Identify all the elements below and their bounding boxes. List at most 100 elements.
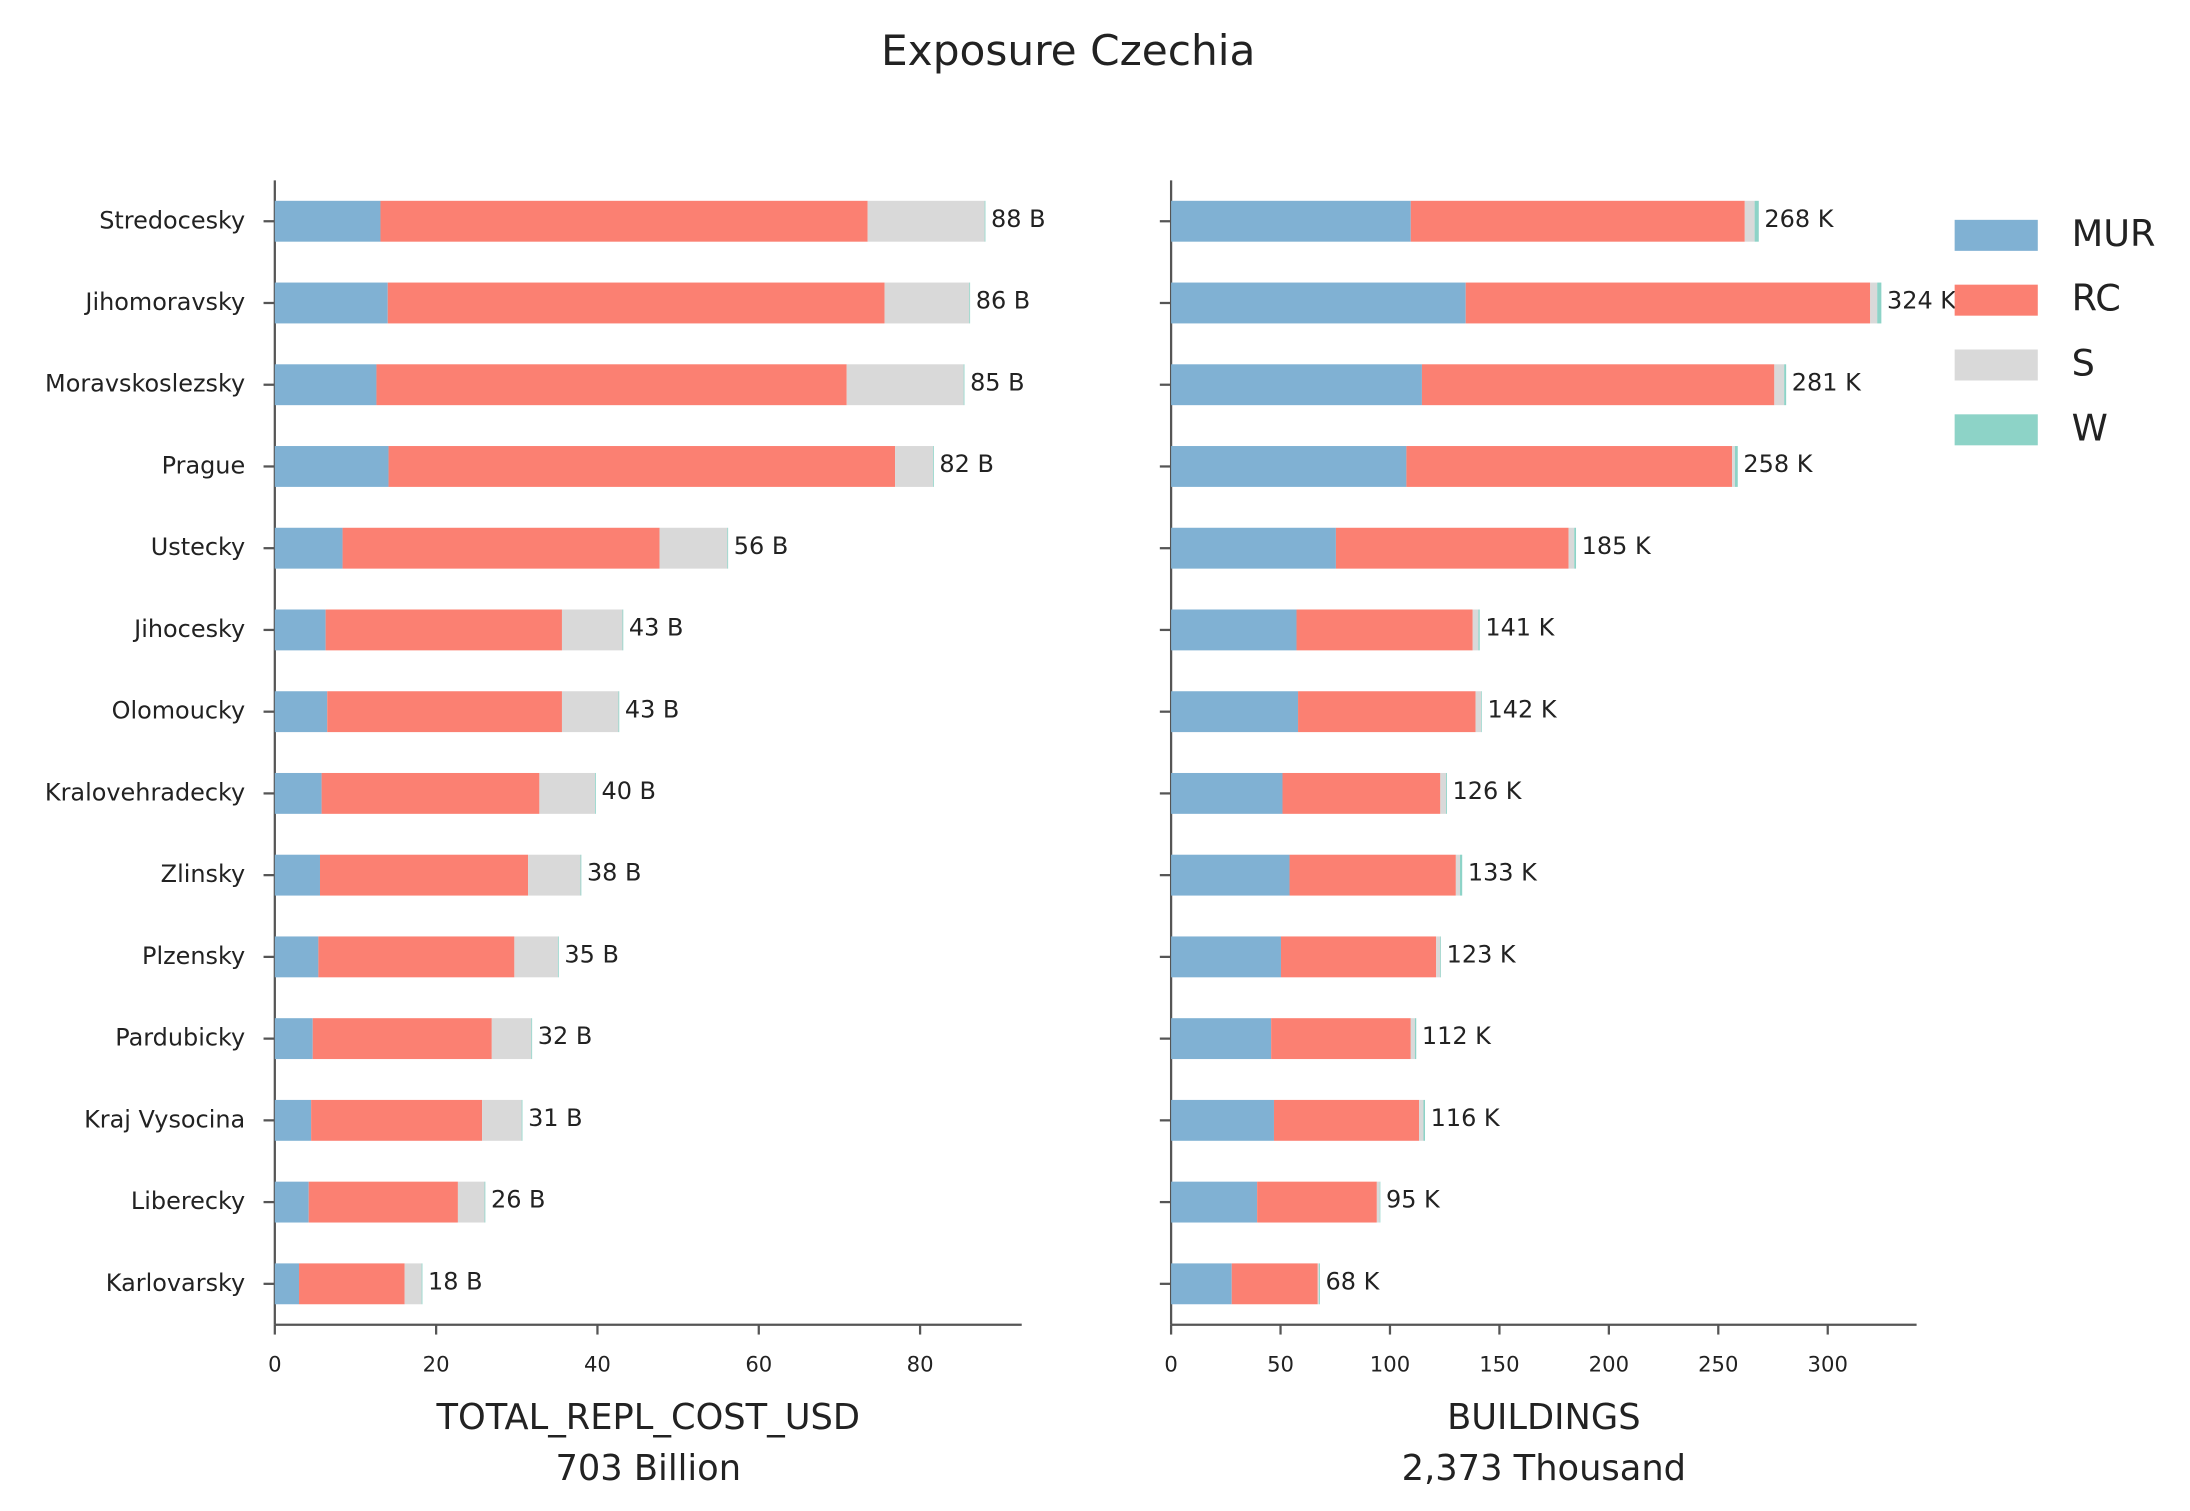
bar-segment <box>1171 609 1297 651</box>
bar-segment <box>561 691 619 733</box>
bar-segment <box>1298 691 1476 733</box>
bar-segment <box>1784 364 1787 406</box>
bar-segment <box>1171 1018 1272 1060</box>
value-label: 85 B <box>970 368 1025 396</box>
x-tick-label: 0 <box>1164 1352 1177 1377</box>
bar-segment <box>1317 1263 1320 1305</box>
bar-segment <box>867 200 985 242</box>
value-label: 185 K <box>1582 532 1652 560</box>
value-label: 142 K <box>1488 695 1558 723</box>
bar-segment <box>1440 936 1441 978</box>
value-label: 43 B <box>629 614 684 642</box>
bar-segment <box>1171 1099 1274 1141</box>
value-label: 86 B <box>976 287 1030 315</box>
bar-segment <box>387 282 885 324</box>
bar-segment <box>1732 446 1735 487</box>
bar-segment <box>1319 1263 1320 1305</box>
bar-segment <box>618 691 620 733</box>
bar-segment <box>484 1181 486 1223</box>
value-label: 95 K <box>1386 1186 1441 1214</box>
legend-swatch <box>1954 284 2038 316</box>
bar-segment <box>1171 1181 1258 1223</box>
bar-segment <box>1774 364 1785 406</box>
bar-segment <box>376 364 847 406</box>
bar-segment <box>274 527 343 569</box>
bar-segment <box>1877 282 1882 324</box>
bar-segment <box>1289 854 1456 896</box>
bar-segment <box>1376 1181 1380 1223</box>
value-label: 82 B <box>939 450 994 478</box>
bar-segment <box>274 1181 309 1223</box>
bar-segment <box>1754 200 1759 242</box>
bar-segment <box>932 446 934 487</box>
bar-segment <box>491 1018 532 1060</box>
chart-title: Exposure Czechia <box>881 26 1255 75</box>
y-tick-label: Zlinsky <box>161 860 246 888</box>
bar-segment <box>1460 854 1463 896</box>
x-tick-label: 250 <box>1698 1352 1738 1377</box>
value-label: 56 B <box>734 532 789 560</box>
x-tick-label: 20 <box>423 1352 450 1377</box>
y-tick-label: Moravskoslezsky <box>45 370 245 398</box>
bar-segment <box>312 1018 492 1060</box>
bar-segment <box>274 609 326 651</box>
bar-segment <box>274 1099 312 1141</box>
value-label: 141 K <box>1485 614 1555 642</box>
bar-segment <box>1478 609 1480 651</box>
bar-segment <box>327 691 562 733</box>
bar-segment <box>531 1018 533 1060</box>
bar-segment <box>1419 1099 1424 1141</box>
bar-segment <box>1481 691 1482 733</box>
value-label: 35 B <box>564 940 619 968</box>
bar-segment <box>421 1263 423 1305</box>
bar-segment <box>1568 527 1575 569</box>
x-axis-note: 2,373 Thousand <box>1402 1448 1686 1489</box>
legend-label: MUR <box>2072 212 2156 255</box>
y-tick-label: Ustecky <box>151 533 245 561</box>
bar-segment <box>388 446 896 487</box>
legend-swatch <box>1954 414 2038 446</box>
value-label: 116 K <box>1431 1104 1501 1132</box>
legend-swatch <box>1954 349 2038 381</box>
bar-segment <box>318 936 515 978</box>
value-label: 133 K <box>1468 859 1538 887</box>
bar-segment <box>539 772 596 814</box>
x-axis-label: BUILDINGS <box>1447 1397 1640 1438</box>
bar-segment <box>1475 691 1482 733</box>
bar-segment <box>274 200 381 242</box>
bar-segment <box>1171 446 1407 487</box>
bar-segment <box>984 200 986 242</box>
bar-segment <box>1410 200 1745 242</box>
y-tick-label: Jihocesky <box>132 615 245 643</box>
value-label: 126 K <box>1453 777 1523 805</box>
bar-segment <box>727 527 729 569</box>
bar-segment <box>321 772 540 814</box>
bar-segment <box>514 936 558 978</box>
bar-segment <box>1257 1181 1377 1223</box>
bar-segment <box>1455 854 1461 896</box>
bar-segment <box>528 854 581 896</box>
bar-segment <box>963 364 965 406</box>
bar-segment <box>561 609 623 651</box>
y-tick-label: Olomoucky <box>112 697 246 725</box>
bar-segment <box>846 364 964 406</box>
bar-segment <box>274 1263 300 1305</box>
bar-segment <box>1282 772 1441 814</box>
value-label: 268 K <box>1764 205 1834 233</box>
x-tick-label: 60 <box>745 1352 772 1377</box>
bar-segment <box>622 609 624 651</box>
bar-segment <box>1406 446 1733 487</box>
x-tick-label: 100 <box>1370 1352 1410 1377</box>
y-tick-label: Plzensky <box>142 942 245 970</box>
bar-segment <box>1734 446 1738 487</box>
bar-segment <box>1410 1018 1415 1060</box>
bar-segment <box>1446 772 1447 814</box>
bar-segment <box>1472 609 1479 651</box>
bar-segment <box>274 1018 313 1060</box>
value-label: 112 K <box>1422 1022 1492 1050</box>
x-tick-label: 150 <box>1479 1352 1519 1377</box>
x-tick-label: 300 <box>1808 1352 1848 1377</box>
bar-segment <box>457 1181 485 1223</box>
value-label: 281 K <box>1792 368 1862 396</box>
